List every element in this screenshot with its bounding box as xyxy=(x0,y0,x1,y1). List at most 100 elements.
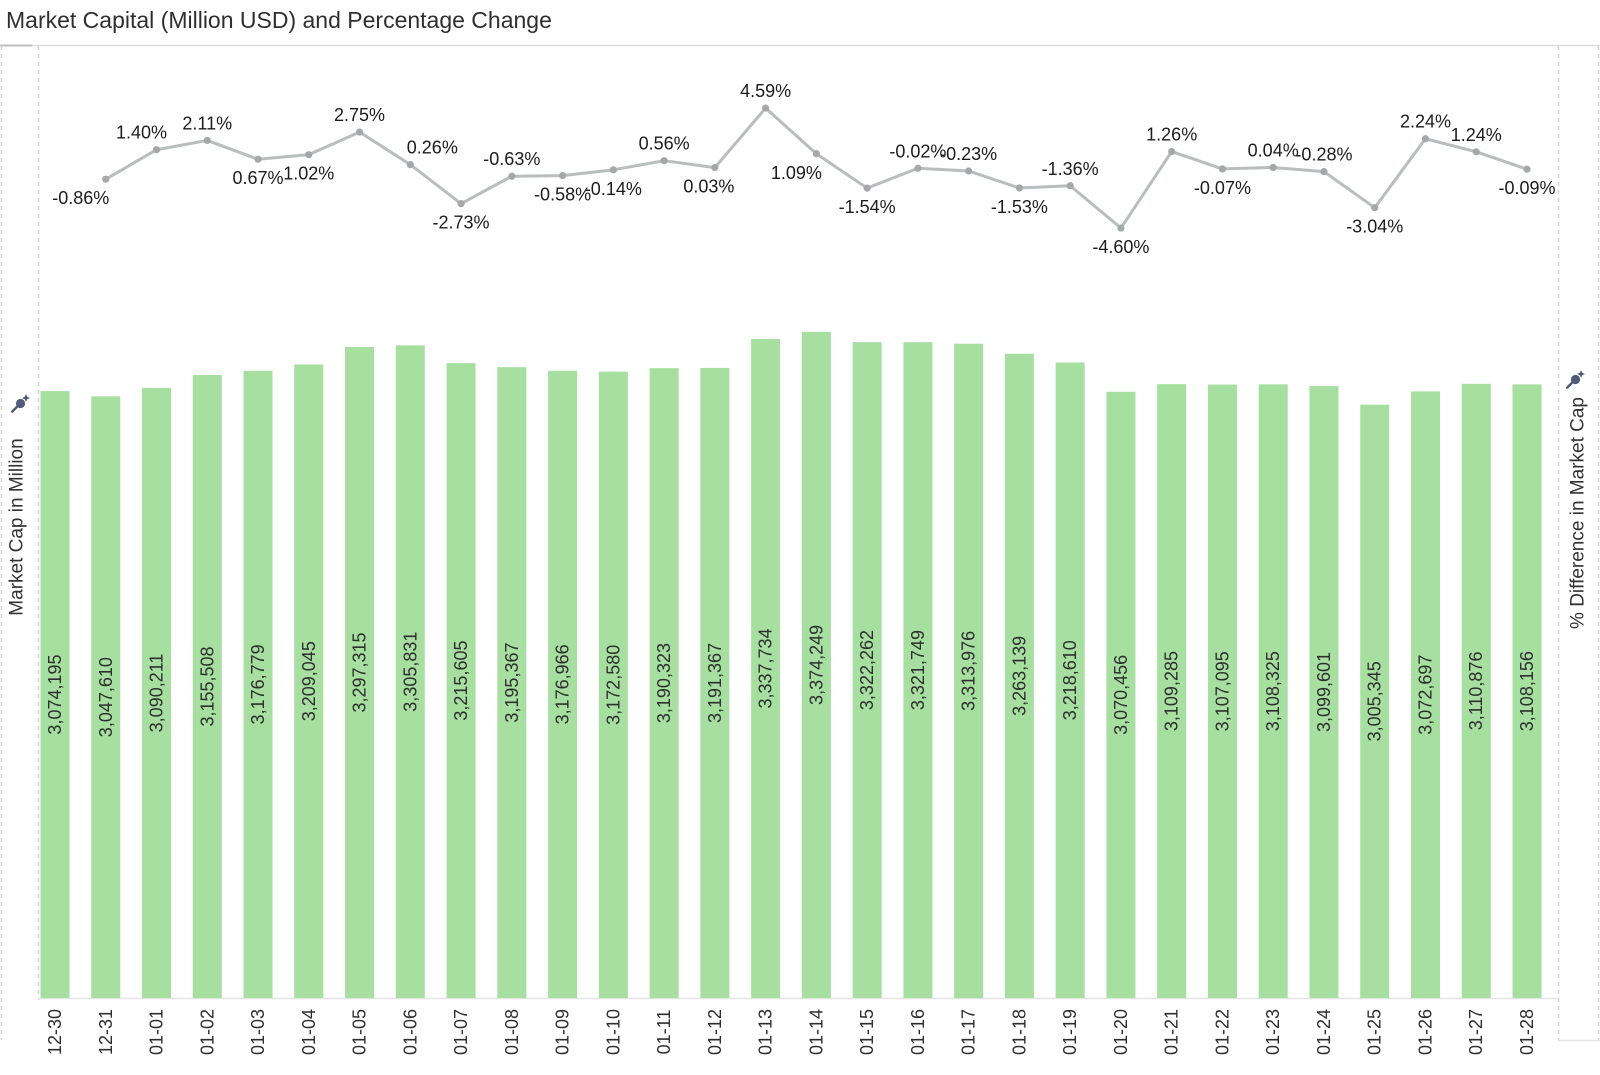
percentage-label: 1.02% xyxy=(283,164,334,184)
percentage-label: -4.60% xyxy=(1092,237,1149,257)
bar[interactable] xyxy=(1512,384,1542,998)
bar[interactable] xyxy=(1410,391,1440,998)
bar[interactable] xyxy=(954,343,984,998)
bar[interactable] xyxy=(598,371,628,998)
bar[interactable] xyxy=(192,375,222,998)
bar[interactable] xyxy=(1360,404,1390,998)
line-point[interactable] xyxy=(152,146,161,154)
percentage-label: 4.59% xyxy=(740,81,791,101)
bar[interactable] xyxy=(751,339,781,998)
bar[interactable] xyxy=(497,367,527,998)
line-point[interactable] xyxy=(863,184,871,192)
x-axis-tick-label: 01-03 xyxy=(248,1009,268,1055)
line-point[interactable] xyxy=(1015,184,1024,192)
bar[interactable] xyxy=(1004,353,1034,998)
bar[interactable] xyxy=(1309,386,1339,999)
bar[interactable] xyxy=(294,364,324,998)
bar[interactable] xyxy=(1461,383,1491,998)
bar[interactable] xyxy=(700,367,730,998)
line-point[interactable] xyxy=(305,151,313,159)
line-point[interactable] xyxy=(914,164,922,172)
x-axis-tick-label: 01-01 xyxy=(147,1009,167,1055)
bar-value-label: 3,110,876 xyxy=(1466,652,1486,731)
bar-value-label: 3,321,749 xyxy=(908,630,928,710)
bar[interactable] xyxy=(801,331,831,998)
x-axis-tick-label: 12-31 xyxy=(96,1009,116,1055)
x-axis-tick-label: 01-08 xyxy=(502,1009,522,1055)
bar-value-label: 3,107,095 xyxy=(1212,651,1232,731)
bar[interactable] xyxy=(903,342,933,998)
line-point[interactable] xyxy=(355,128,364,136)
line-point[interactable] xyxy=(102,175,110,183)
bar[interactable] xyxy=(1055,362,1085,998)
bar[interactable] xyxy=(243,370,273,998)
line-point[interactable] xyxy=(762,104,770,112)
bar[interactable] xyxy=(548,370,578,999)
percentage-label: -3.04% xyxy=(1346,217,1403,237)
bar[interactable] xyxy=(1258,384,1288,998)
marks-layer: 3,074,195 12-30 3,047,610 12-31 3,090,211 01-… xyxy=(40,81,1556,1055)
x-axis-tick-label: 01-21 xyxy=(1162,1009,1182,1055)
x-axis-tick-label: 01-27 xyxy=(1466,1009,1486,1055)
line-point[interactable] xyxy=(812,150,820,158)
bar-value-label: 3,209,045 xyxy=(299,641,319,721)
bar[interactable] xyxy=(142,387,172,998)
line-point[interactable] xyxy=(660,157,668,165)
right-axis-pin-icon[interactable] xyxy=(1566,370,1585,389)
bar[interactable] xyxy=(1157,384,1187,998)
x-axis-tick-label: 01-11 xyxy=(654,1010,674,1055)
bar[interactable] xyxy=(91,396,121,998)
percentage-label: -0.86% xyxy=(52,188,109,208)
percentage-label: 2.24% xyxy=(1400,112,1451,132)
line-point[interactable] xyxy=(457,200,465,208)
percentage-label: -0.58% xyxy=(534,185,591,205)
line-point[interactable] xyxy=(711,164,719,172)
line-point[interactable] xyxy=(1523,165,1531,173)
bar[interactable] xyxy=(395,345,425,999)
line-point[interactable] xyxy=(1218,165,1227,173)
line-point[interactable] xyxy=(254,155,262,163)
bar-value-label: 3,337,734 xyxy=(756,628,776,708)
x-axis-tick-label: 01-24 xyxy=(1314,1009,1334,1055)
bar[interactable] xyxy=(446,363,476,998)
percentage-label: -0.07% xyxy=(1194,178,1251,198)
bar[interactable] xyxy=(40,391,70,999)
line-point[interactable] xyxy=(203,136,211,145)
x-axis-tick-label: 01-19 xyxy=(1060,1009,1080,1055)
left-axis-pin-icon[interactable] xyxy=(11,394,30,413)
bar-value-label: 3,070,456 xyxy=(1111,655,1131,735)
bar[interactable] xyxy=(1106,391,1136,998)
line-point[interactable] xyxy=(1421,135,1430,143)
bar-value-label: 3,218,610 xyxy=(1060,640,1080,720)
x-axis-tick-label: 01-13 xyxy=(756,1009,776,1055)
line-point[interactable] xyxy=(558,171,567,180)
line-point[interactable] xyxy=(406,161,414,169)
percentage-label: -2.73% xyxy=(433,213,490,233)
bar[interactable] xyxy=(1207,384,1237,998)
x-axis-tick-label: 01-16 xyxy=(908,1009,928,1055)
bar[interactable] xyxy=(852,342,882,998)
line-point[interactable] xyxy=(1066,182,1074,190)
percentage-label: 1.26% xyxy=(1146,125,1197,145)
line-point[interactable] xyxy=(1472,148,1480,156)
line-point[interactable] xyxy=(508,172,516,180)
bar[interactable] xyxy=(649,368,679,998)
bar[interactable] xyxy=(345,347,375,998)
chart-title: Market Capital (Million USD) and Percent… xyxy=(6,7,552,33)
x-axis-tick-label: 01-09 xyxy=(553,1009,573,1055)
line-point[interactable] xyxy=(609,166,617,174)
line-point[interactable] xyxy=(1269,163,1277,172)
line-point[interactable] xyxy=(1117,224,1125,232)
line-point[interactable] xyxy=(1168,147,1176,156)
bar-value-label: 3,074,195 xyxy=(45,654,65,734)
line-point[interactable] xyxy=(965,167,973,175)
x-axis-tick-label: 01-18 xyxy=(1009,1009,1029,1055)
percentage-label: -1.54% xyxy=(839,197,896,217)
percentage-label: 0.03% xyxy=(683,177,734,197)
x-axis-tick-label: 01-05 xyxy=(350,1009,370,1055)
x-axis-tick-label: 01-17 xyxy=(959,1009,979,1055)
bar-value-label: 3,072,697 xyxy=(1415,655,1435,735)
line-point[interactable] xyxy=(1371,204,1379,212)
line-point[interactable] xyxy=(1320,168,1328,176)
